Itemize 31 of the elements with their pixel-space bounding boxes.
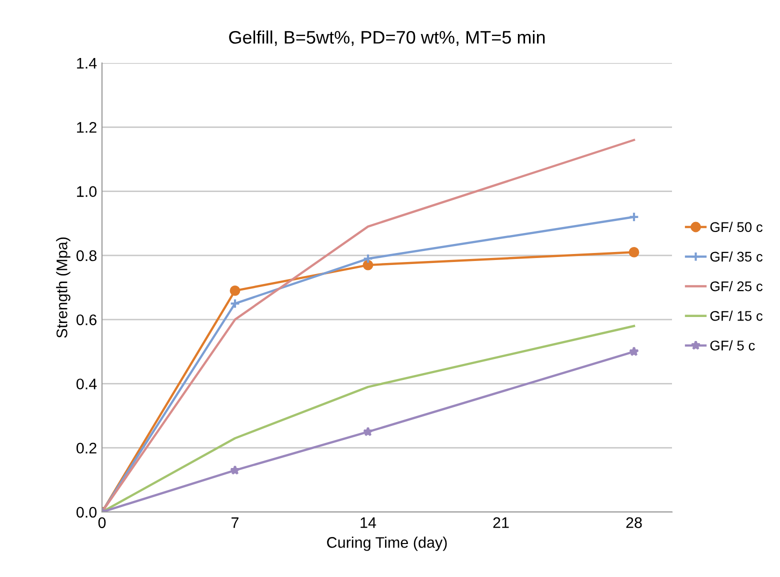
point	[230, 298, 240, 309]
y-tick-label: 1.2	[77, 122, 96, 133]
legend-label: GF/ 15 c	[710, 310, 763, 321]
x-tick-label: 28	[626, 517, 642, 528]
x-tick-label: 21	[493, 517, 509, 528]
point	[230, 465, 240, 475]
legend-label: GF/ 35 c	[710, 251, 763, 262]
point	[362, 260, 374, 270]
point	[362, 426, 374, 436]
y-tick-label: 1.4	[77, 58, 97, 69]
y-tick-label: 1.0	[77, 186, 97, 197]
y-tick-label: 0.2	[76, 442, 96, 454]
legend-label: GF/ 5 c	[710, 340, 755, 350]
point	[362, 253, 374, 264]
y-tick-label: 0.4	[76, 378, 97, 390]
y-tick-label: 0.8	[76, 250, 96, 262]
y-axis-title: Strength (Mpa)	[56, 237, 70, 338]
line-series	[102, 138, 636, 512]
y-tick-label: 0.6	[76, 314, 96, 326]
legend-label: GF/ 50 c	[710, 222, 763, 232]
y-tick-label: 0.0	[76, 506, 97, 518]
point	[230, 285, 240, 296]
point	[628, 212, 640, 222]
chart-title: Gelfill, B=5wt%, PD=70 wt%, MT=5 min	[229, 30, 545, 46]
x-tick-label: 0	[98, 517, 106, 528]
legend-label: GF/ 25 c	[710, 281, 763, 292]
x-tick-label: 7	[232, 517, 238, 528]
x-axis-title: Curing Time (day)	[327, 536, 447, 551]
point	[628, 247, 640, 258]
point	[628, 346, 640, 356]
x-tick-label: 14	[360, 517, 376, 528]
